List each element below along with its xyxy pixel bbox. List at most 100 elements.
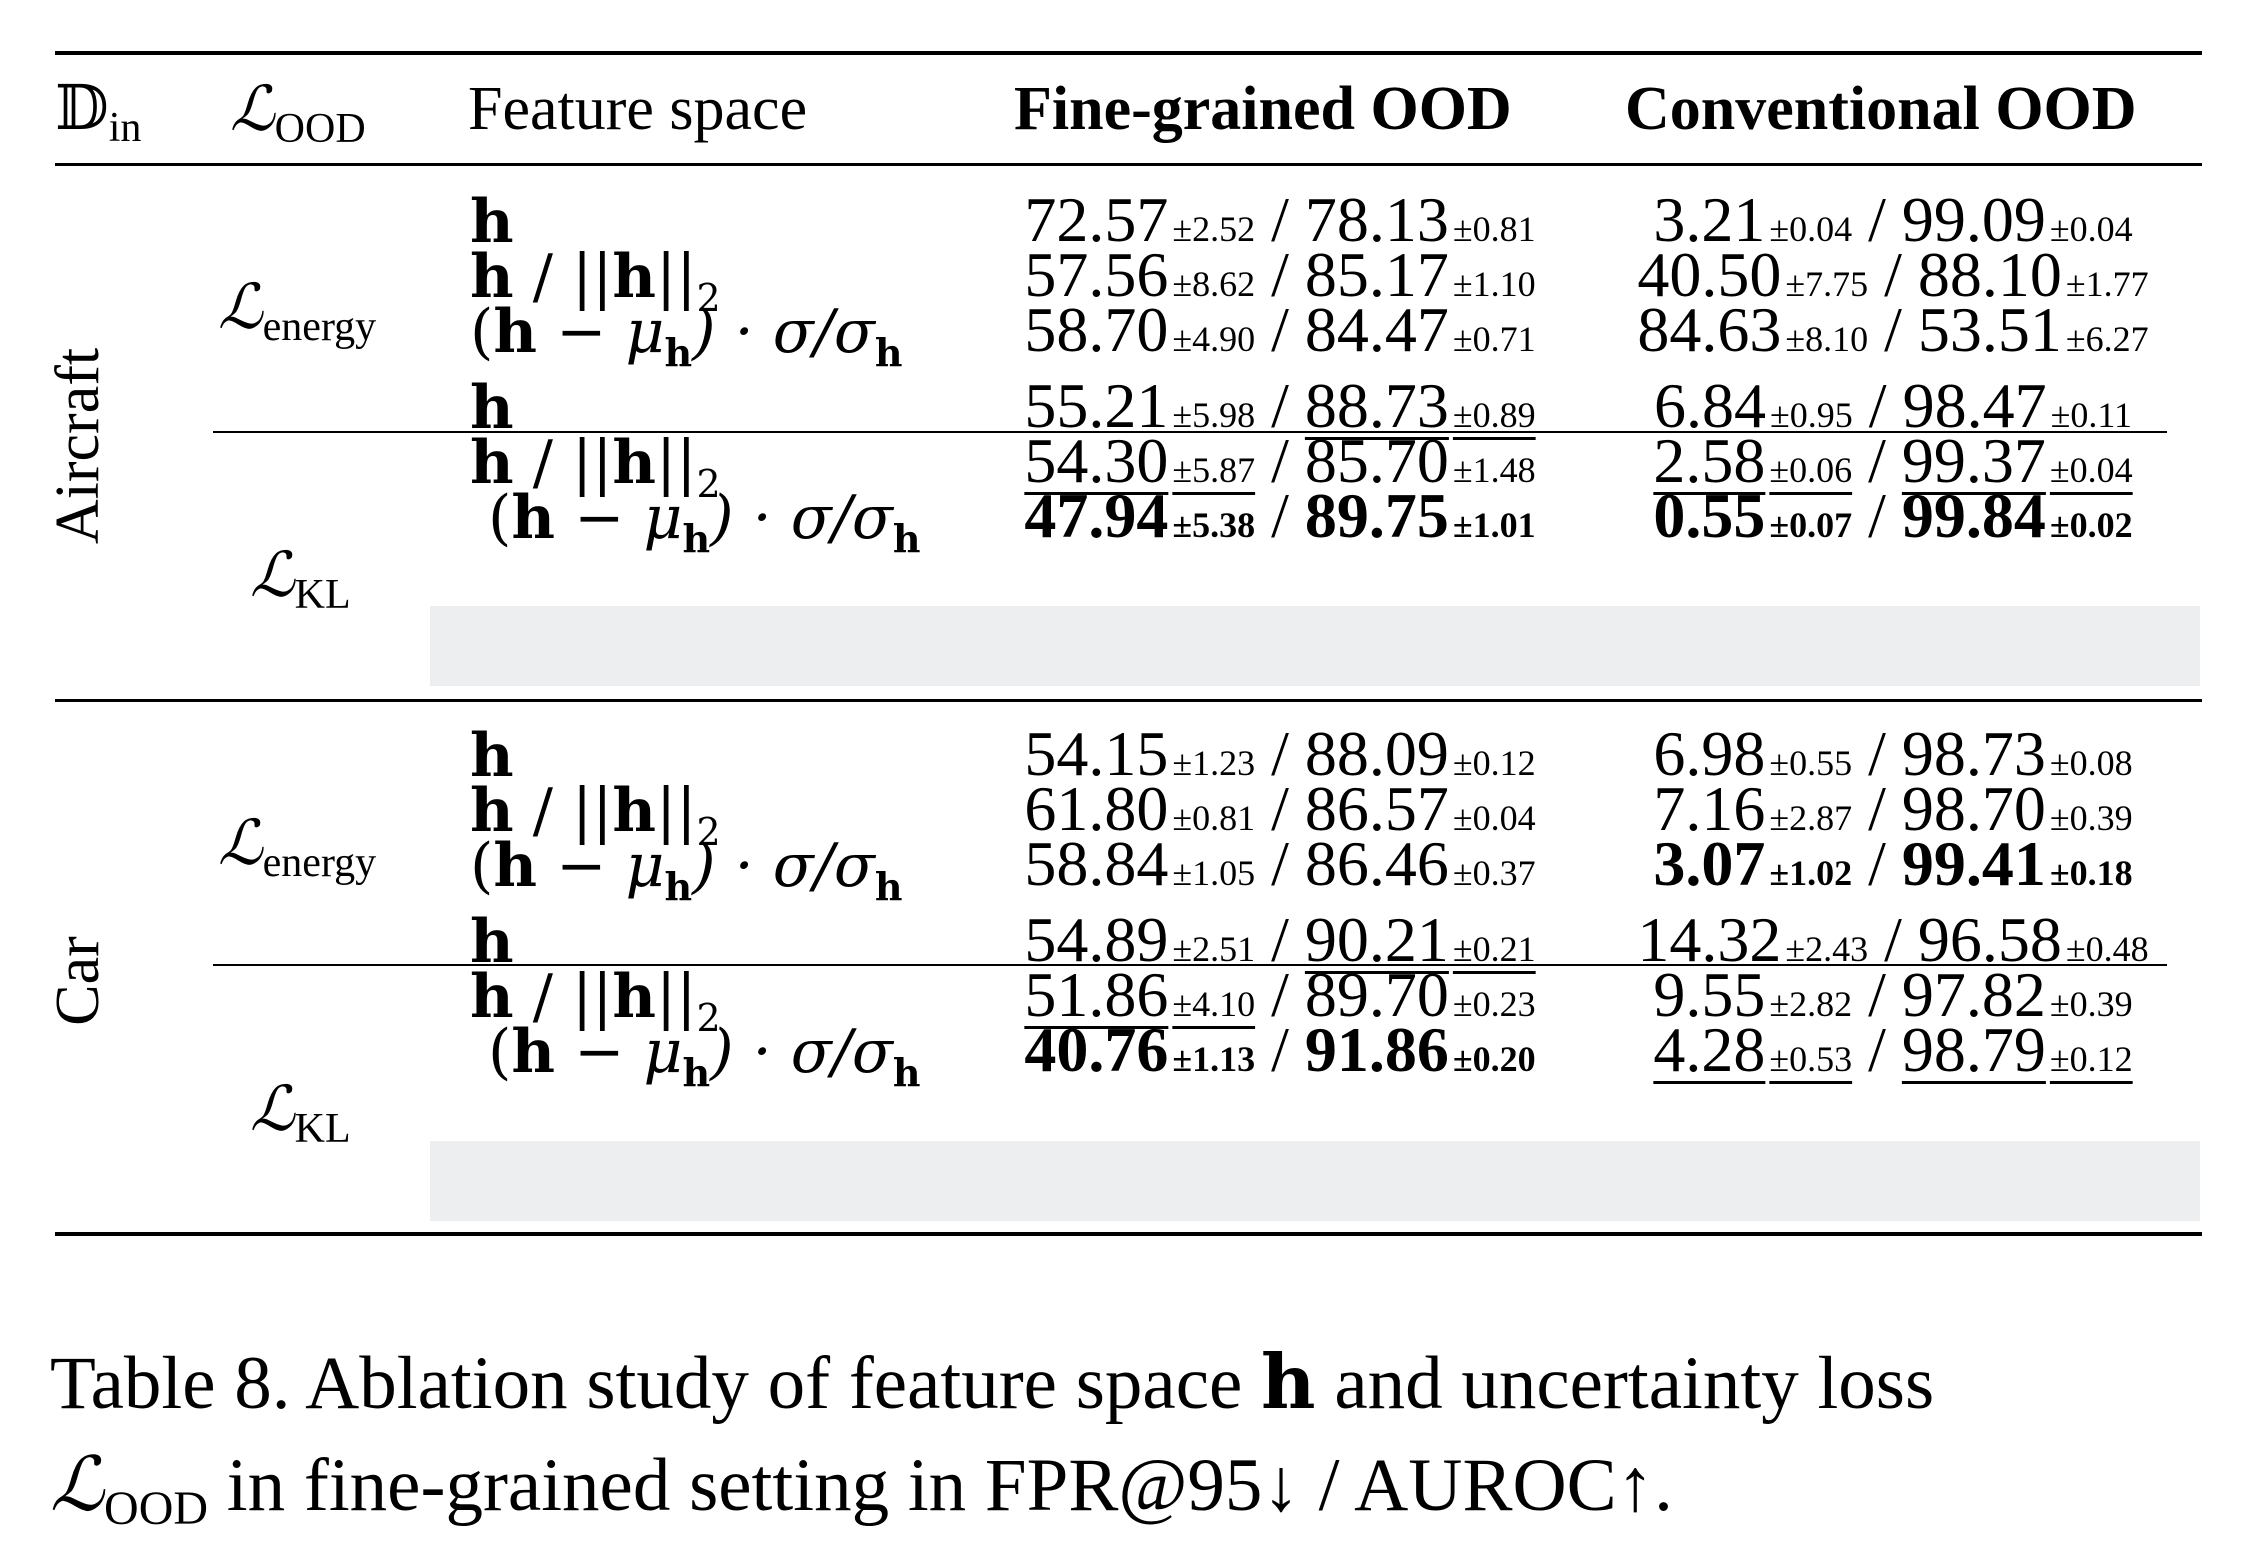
- feature-h-standardized: (h − μh) · σ/σh: [470, 831, 903, 909]
- feature-h-normalized: h / ||h||2: [470, 962, 721, 1040]
- fine-grained-cell: 61.80 ±0.81 / 86.57 ±0.04: [1024, 773, 1536, 844]
- loss-label-kl: ℒKL: [250, 538, 351, 618]
- metric-value: 89.70 ±0.23: [1304, 959, 1536, 1030]
- caption-line-2: ℒOOD in fine-grained setting in FPR@95↓ …: [50, 1440, 1673, 1535]
- conventional-cell: 3.21 ±0.04 / 99.09 ±0.04: [1653, 184, 2133, 255]
- metric-value: 90.21 ±0.21: [1304, 904, 1536, 975]
- metric-value: 0.55 ±0.07: [1653, 480, 1853, 551]
- conventional-cell: 9.55 ±2.82 / 97.82 ±0.39: [1653, 959, 2133, 1030]
- feature-h-standardized: (h − μh) · σ/σh: [488, 483, 921, 561]
- metric-value: 91.86 ±0.20: [1304, 1014, 1536, 1085]
- caption-line-1: Table 8. Ablation study of feature space…: [50, 1338, 1935, 1426]
- metric-value: 3.07 ±1.02: [1653, 828, 1853, 899]
- highlight-row: [430, 1141, 2200, 1221]
- metric-value: 84.47 ±0.71: [1304, 294, 1536, 365]
- metric-value: 98.70 ±0.39: [1901, 773, 2133, 844]
- dataset-label-car: Car: [44, 936, 112, 1026]
- metric-value: 4.28 ±0.53: [1653, 1014, 1853, 1085]
- conventional-cell: 84.63 ±8.10 / 53.51 ±6.27: [1637, 294, 2149, 365]
- fine-grained-cell: 72.57 ±2.52 / 78.13 ±0.81: [1024, 184, 1536, 255]
- conventional-cell: 3.07 ±1.02 / 99.41 ±0.18: [1653, 828, 2133, 899]
- metric-value: 84.63 ±8.10: [1637, 294, 1869, 365]
- table-caption: Table 8. Ablation study of feature space…: [50, 1332, 2230, 1545]
- metric-value: 40.76 ±1.13: [1024, 1014, 1256, 1085]
- dataset-label-aircraft: Aircraft: [44, 347, 112, 545]
- feature-h-normalized: h / ||h||2: [470, 428, 721, 506]
- metric-value: 9.55 ±2.82: [1653, 959, 1853, 1030]
- bottom-rule: [55, 1232, 2202, 1236]
- metric-value: 14.32 ±2.43: [1637, 904, 1869, 975]
- metric-value: 6.84 ±0.95: [1654, 370, 1853, 441]
- metric-value: 58.84 ±1.05: [1024, 828, 1256, 899]
- block-rule: [213, 964, 2167, 966]
- metric-value: 72.57 ±2.52: [1024, 184, 1256, 255]
- metric-value: 86.46 ±0.37: [1304, 828, 1536, 899]
- fine-grained-cell: 51.86 ±4.10 / 89.70 ±0.23: [1024, 959, 1536, 1030]
- metric-value: 99.84 ±0.02: [1901, 480, 2133, 551]
- metric-value: 97.82 ±0.39: [1901, 959, 2133, 1030]
- conventional-cell: 40.50 ±7.75 / 88.10 ±1.77: [1637, 239, 2149, 310]
- fine-grained-cell: 47.94 ±5.38 / 89.75 ±1.01: [1024, 480, 1536, 551]
- metric-value: 47.94 ±5.38: [1024, 480, 1256, 551]
- fine-grained-cell: 58.84 ±1.05 / 86.46 ±0.37: [1024, 828, 1536, 899]
- metric-value: 85.70 ±1.48: [1304, 425, 1536, 496]
- metric-value: 58.70 ±4.90: [1024, 294, 1256, 365]
- feature-h-standardized: (h − μh) · σ/σh: [488, 1017, 921, 1095]
- metric-value: 55.21 ±5.98: [1024, 370, 1256, 441]
- fine-grained-cell: 58.70 ±4.90 / 84.47 ±0.71: [1024, 294, 1536, 365]
- feature-h: h: [470, 907, 514, 977]
- metric-value: 51.86 ±4.10: [1024, 959, 1256, 1030]
- header-feature-space: Feature space: [468, 75, 808, 143]
- feature-h-standardized: (h − μh) · σ/σh: [470, 297, 903, 375]
- feature-h-normalized: h / ||h||2: [470, 776, 721, 854]
- metric-value: 98.79 ±0.12: [1901, 1014, 2133, 1085]
- metric-value: 88.10 ±1.77: [1917, 239, 2149, 310]
- metric-value: 96.58 ±0.48: [1917, 904, 2149, 975]
- metric-value: 99.09 ±0.04: [1901, 184, 2133, 255]
- fine-grained-cell: 57.56 ±8.62 / 85.17 ±1.10: [1024, 239, 1536, 310]
- loss-label-energy: ℒenergy: [218, 806, 377, 886]
- metric-value: 99.37 ±0.04: [1901, 425, 2133, 496]
- metric-value: 6.98 ±0.55: [1653, 718, 1853, 789]
- loss-label-energy: ℒenergy: [218, 270, 377, 350]
- header-din: 𝔻in: [55, 75, 142, 151]
- metric-value: 53.51 ±6.27: [1917, 294, 2149, 365]
- feature-h: h: [470, 373, 514, 443]
- metric-value: 54.30 ±5.87: [1024, 425, 1256, 496]
- conventional-cell: 4.28 ±0.53 / 98.79 ±0.12: [1653, 1014, 2133, 1085]
- feature-h: h: [470, 721, 514, 791]
- conventional-cell: 14.32 ±2.43 / 96.58 ±0.48: [1637, 904, 2149, 975]
- block-rule: [213, 431, 2167, 433]
- conventional-cell: 2.58 ±0.06 / 99.37 ±0.04: [1653, 425, 2133, 496]
- metric-value: 54.89 ±2.51: [1024, 904, 1256, 975]
- header-rule: [55, 163, 2202, 166]
- metric-value: 2.58 ±0.06: [1653, 425, 1853, 496]
- feature-h: h: [470, 187, 514, 257]
- metric-value: 7.16 ±2.87: [1653, 773, 1853, 844]
- fine-grained-cell: 55.21 ±5.98 / 88.73 ±0.89: [1024, 370, 1536, 441]
- metric-value: 89.75 ±1.01: [1304, 480, 1536, 551]
- metric-value: 88.09 ±0.12: [1304, 718, 1536, 789]
- metric-value: 86.57 ±0.04: [1304, 773, 1536, 844]
- metric-value: 78.13 ±0.81: [1304, 184, 1536, 255]
- metric-value: 88.73 ±0.89: [1304, 370, 1536, 441]
- metric-value: 99.41 ±0.18: [1901, 828, 2133, 899]
- fine-grained-cell: 40.76 ±1.13 / 91.86 ±0.20: [1024, 1014, 1536, 1085]
- group-rule: [55, 699, 2202, 702]
- fine-grained-cell: 54.89 ±2.51 / 90.21 ±0.21: [1024, 904, 1536, 975]
- header-conventional: Conventional OOD: [1625, 75, 2137, 143]
- loss-label-kl: ℒKL: [250, 1072, 351, 1152]
- metric-value: 85.17 ±1.10: [1304, 239, 1536, 310]
- header-fine-grained: Fine-grained OOD: [1014, 75, 1512, 143]
- fine-grained-cell: 54.15 ±1.23 / 88.09 ±0.12: [1024, 718, 1536, 789]
- metric-value: 98.47 ±0.11: [1902, 370, 2132, 441]
- metric-value: 98.73 ±0.08: [1901, 718, 2133, 789]
- conventional-cell: 7.16 ±2.87 / 98.70 ±0.39: [1653, 773, 2133, 844]
- conventional-cell: 0.55 ±0.07 / 99.84 ±0.02: [1653, 480, 2133, 551]
- header-lood: ℒOOD: [230, 72, 366, 152]
- highlight-row: [430, 606, 2200, 686]
- metric-value: 54.15 ±1.23: [1024, 718, 1256, 789]
- fine-grained-cell: 54.30 ±5.87 / 85.70 ±1.48: [1024, 425, 1536, 496]
- metric-value: 57.56 ±8.62: [1024, 239, 1256, 310]
- conventional-cell: 6.84 ±0.95 / 98.47 ±0.11: [1654, 370, 2132, 441]
